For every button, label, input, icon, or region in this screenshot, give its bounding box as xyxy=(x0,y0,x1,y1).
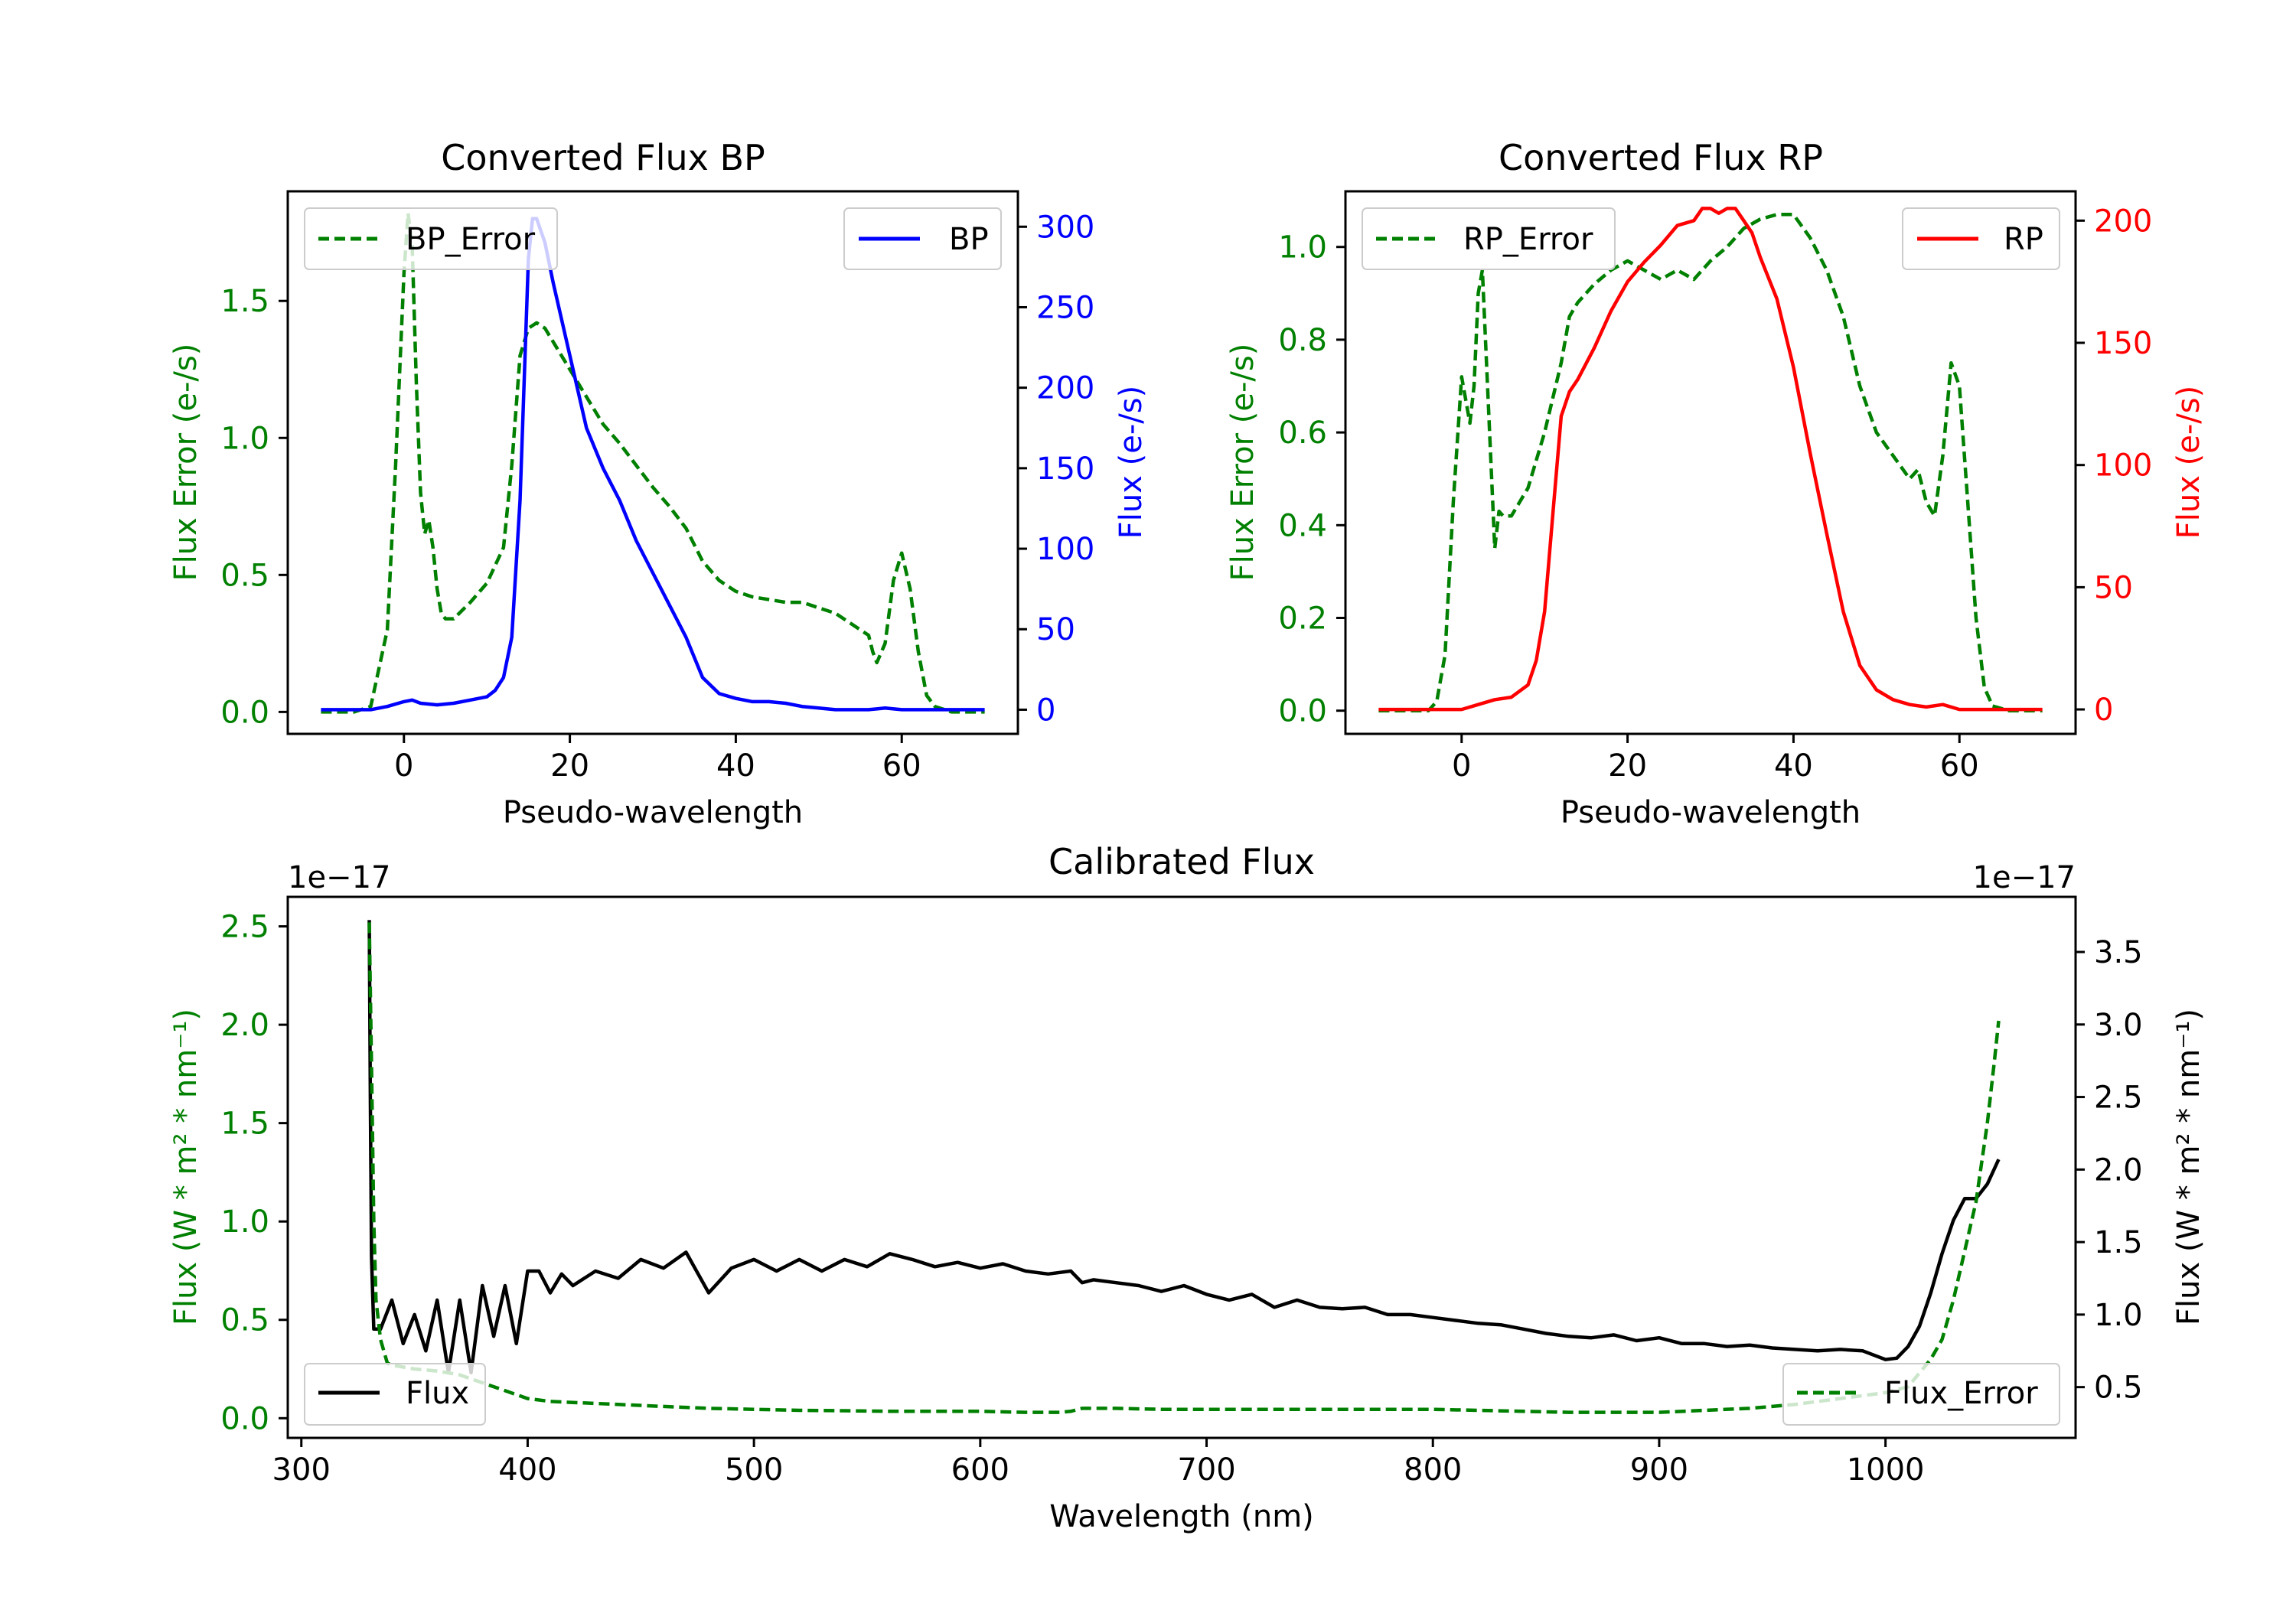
cal-legend-left: Flux xyxy=(304,1363,486,1426)
cal-ylabel-left: Flux (W * m² * nm⁻¹) xyxy=(168,1009,204,1325)
bp-ylabel-left: Flux Error (e-/s) xyxy=(168,344,204,582)
rp-plot-frame xyxy=(1344,190,2077,735)
cal-ytick-right-label: 1.5 xyxy=(2094,1225,2143,1260)
rp-ytick-right-label: 50 xyxy=(2094,570,2133,605)
cal-xtick-label: 800 xyxy=(1404,1452,1462,1488)
cal-plot-frame xyxy=(286,895,2077,1439)
cal-xlabel: Wavelength (nm) xyxy=(1049,1499,1314,1534)
cal-offset-right: 1e−17 xyxy=(1973,860,2076,895)
cal-ytick-left-label: 1.5 xyxy=(220,1107,269,1142)
rp-legend-right-label: RP xyxy=(2004,222,2043,257)
cal-ytick-right-label: 3.5 xyxy=(2094,935,2143,970)
rp-title: Converted Flux RP xyxy=(1499,137,1823,178)
rp-ytick-right-label: 0 xyxy=(2094,693,2113,728)
bp-series-bp xyxy=(321,217,985,712)
cal-series-flux xyxy=(367,920,2001,1374)
cal-offset-left: 1e−17 xyxy=(288,860,390,895)
rp-xtick-label: 40 xyxy=(1774,748,1813,784)
cal-title: Calibrated Flux xyxy=(1049,841,1315,882)
rp-ylabel-left: Flux Error (e-/s) xyxy=(1225,344,1261,582)
cal-xtick-label: 600 xyxy=(951,1452,1009,1488)
cal-legend-right: Flux_Error xyxy=(1782,1363,2060,1426)
bp-legend-right-label: BP xyxy=(949,222,989,257)
bp-legend-left: BP_Error xyxy=(304,207,558,270)
rp-ytick-left-label: 0.2 xyxy=(1278,601,1327,637)
rp-ytick-right-label: 200 xyxy=(2094,204,2152,239)
rp-ytick-left-label: 0.4 xyxy=(1278,508,1327,543)
bp-series-bp-error xyxy=(321,211,985,714)
cal-ylabel-right: Flux (W * m² * nm⁻¹) xyxy=(2171,1009,2206,1325)
cal-legend-right-label: Flux_Error xyxy=(1884,1376,2038,1411)
cal-ytick-right-label: 0.5 xyxy=(2094,1371,2143,1406)
cal-xtick-label: 300 xyxy=(272,1452,331,1488)
bp-ytick-right-label: 150 xyxy=(1036,451,1094,487)
bp-ytick-right-label: 300 xyxy=(1036,210,1094,245)
cal-ytick-left-label: 2.5 xyxy=(220,910,269,945)
cal-ytick-left-label: 0.0 xyxy=(220,1401,269,1436)
bp-xtick-label: 60 xyxy=(882,748,921,784)
bp-xlabel: Pseudo-wavelength xyxy=(503,795,803,830)
bp-ytick-left-label: 1.5 xyxy=(220,284,269,319)
cal-ytick-right-label: 1.0 xyxy=(2094,1298,2143,1333)
chart-calibrated: Calibrated Flux 1e−17 1e−17 300 400 500 600… xyxy=(168,841,2206,1534)
rp-ytick-left-label: 0.0 xyxy=(1278,694,1327,729)
bp-ytick-right-label: 0 xyxy=(1036,693,1055,728)
cal-xtick-label: 700 xyxy=(1177,1452,1235,1488)
cal-xtick-label: 1000 xyxy=(1847,1452,1925,1488)
cal-ytick-right-label: 2.5 xyxy=(2094,1081,2143,1116)
cal-ytick-right-label: 3.0 xyxy=(2094,1008,2143,1043)
rp-series-rp-error xyxy=(1378,213,2043,712)
bp-ytick-right-label: 50 xyxy=(1036,612,1075,647)
bp-legend-right: BP xyxy=(843,207,1002,270)
rp-ytick-left-label: 1.0 xyxy=(1278,230,1327,266)
rp-legend-right: RP xyxy=(1902,207,2060,270)
bp-ytick-right-label: 100 xyxy=(1036,532,1094,567)
bp-ytick-right-label: 200 xyxy=(1036,371,1094,406)
cal-ytick-left-label: 1.0 xyxy=(220,1204,269,1240)
cal-ytick-right-label: 2.0 xyxy=(2094,1152,2143,1188)
bp-xtick-label: 20 xyxy=(550,748,589,784)
rp-xlabel: Pseudo-wavelength xyxy=(1561,795,1861,830)
rp-ylabel-right: Flux (e-/s) xyxy=(2171,386,2206,539)
rp-ytick-left-label: 0.8 xyxy=(1278,323,1327,358)
rp-ytick-left-label: 0.6 xyxy=(1278,416,1327,451)
rp-ytick-right-label: 150 xyxy=(2094,326,2152,361)
cal-ytick-left-label: 2.0 xyxy=(220,1008,269,1043)
bp-title: Converted Flux BP xyxy=(441,137,765,178)
cal-xtick-label: 900 xyxy=(1630,1452,1688,1488)
rp-xtick-label: 60 xyxy=(1940,748,1979,784)
bp-ytick-left-label: 1.0 xyxy=(220,421,269,456)
cal-ytick-left-label: 0.5 xyxy=(220,1303,269,1338)
rp-xtick-label: 20 xyxy=(1608,748,1647,784)
cal-xtick-label: 500 xyxy=(725,1452,783,1488)
bp-ytick-left-label: 0.5 xyxy=(220,558,269,593)
chart-bp: Converted Flux BP 0 20 40 60 0.0 0.5 1.0 1.5 0 50… xyxy=(168,137,1149,830)
bp-xtick-label: 40 xyxy=(716,748,755,784)
cal-legend-left-label: Flux xyxy=(406,1376,469,1411)
bp-ytick-left-label: 0.0 xyxy=(220,695,269,730)
rp-xtick-label: 0 xyxy=(1452,748,1471,784)
bp-ylabel-right: Flux (e-/s) xyxy=(1114,386,1149,539)
rp-legend-left: RP_Error xyxy=(1362,207,1616,270)
rp-legend-left-label: RP_Error xyxy=(1463,222,1593,257)
cal-xtick-label: 400 xyxy=(498,1452,556,1488)
bp-xtick-label: 0 xyxy=(394,748,413,784)
rp-ytick-right-label: 100 xyxy=(2094,448,2152,484)
bp-legend-left-label: BP_Error xyxy=(406,222,536,257)
chart-rp: Converted Flux RP 0 20 40 60 0.0 0.2 0.4 0.6 0.8… xyxy=(1225,137,2206,830)
rp-series-rp xyxy=(1378,207,2043,712)
bp-ytick-right-label: 250 xyxy=(1036,290,1094,325)
bp-plot-frame xyxy=(286,190,1019,735)
